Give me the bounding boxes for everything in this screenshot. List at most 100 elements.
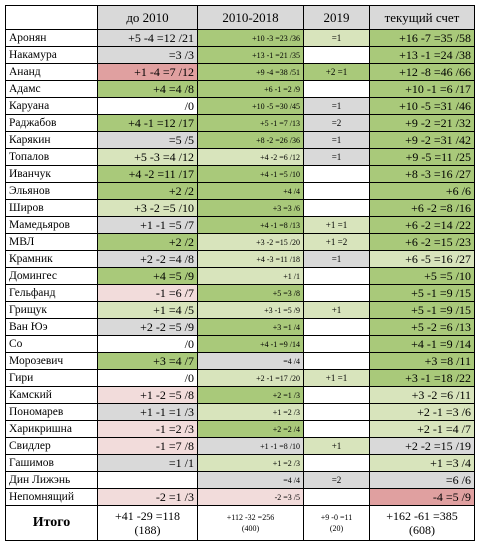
score-cell: +6 -2 =14 /22 — [369, 216, 475, 234]
score-cell: +12 -8 =46 /66 — [369, 63, 475, 81]
column-header: 2019 — [303, 5, 370, 30]
header-row: до 2010 2010-2018 2019 текущий счет — [5, 5, 475, 30]
player-row: Каруана/0 +10 -5 =30 /45 =1 +10 -5 =31 /46 — [5, 97, 475, 115]
score-cell: +2 -2 =4 /8 — [97, 250, 198, 268]
player-name: Грищук — [5, 301, 98, 319]
empty-cell — [303, 267, 370, 285]
total-label: Итого — [5, 505, 98, 541]
score-cell: =2 — [303, 114, 370, 132]
player-name: МВЛ — [5, 233, 98, 251]
score-cell: +3 =3 /6 — [197, 199, 304, 217]
player-name: Иванчук — [5, 165, 98, 183]
empty-cell — [303, 454, 370, 472]
score-cell: +1 =2 — [303, 233, 370, 251]
empty-cell — [303, 318, 370, 336]
empty-cell — [303, 420, 370, 438]
player-row: Ананд +1 -4 =7 /12 +9 -4 =38 /51 +2 =1 +12 -… — [5, 63, 475, 81]
total-count: (608) — [409, 523, 435, 537]
player-name: Морозевич — [5, 352, 98, 370]
score-cell: +6 -2 =8 /16 — [369, 199, 475, 217]
score-cell: +9 -4 =38 /51 — [197, 63, 304, 81]
score-cell: /0 — [97, 369, 198, 387]
score-cell: +1 =3 /4 — [369, 454, 475, 472]
player-row: Мамедьяров +1 -1 =5 /7 +4 -1 =8 /13 +1 =1 +6… — [5, 216, 475, 234]
score-cell: +5 -1 =7 /13 — [197, 114, 304, 132]
player-name: Свидлер — [5, 437, 98, 455]
score-cell: +13 -1 =21 /35 — [197, 46, 304, 64]
player-row: Морозевич +3 =4 /7 =4 /4 +3 =8 /11 — [5, 352, 475, 370]
score-cell: +1 -4 =7 /12 — [97, 63, 198, 81]
player-name: Камский — [5, 386, 98, 404]
score-cell: +4 =5 /9 — [97, 267, 198, 285]
score-cell: +2 -1 =3 /6 — [369, 403, 475, 421]
score-cell: +5 -4 =12 /21 — [97, 29, 198, 47]
player-row: Гельфанд -1 =6 /7 +5 =3 /8 +5 -1 =9 /15 — [5, 284, 475, 302]
score-cell: +2 =1 — [303, 63, 370, 81]
score-cell: +4 -1 =8 /13 — [197, 216, 304, 234]
score-cell: +6 -5 =16 /27 — [369, 250, 475, 268]
score-cell: +6 -2 =15 /23 — [369, 233, 475, 251]
player-name: Ван Юэ — [5, 318, 98, 336]
score-cell: +2 -2 =15 /19 — [369, 437, 475, 455]
player-name: Харикришна — [5, 420, 98, 438]
header-corner — [5, 5, 98, 30]
score-cell: +1 =1 — [303, 216, 370, 234]
score-cell: +4 -1 =12 /17 — [97, 114, 198, 132]
player-row: Широв +3 -2 =5 /10 +3 =3 /6 +6 -2 =8 /16 — [5, 199, 475, 217]
score-cell: +9 -2 =21 /32 — [369, 114, 475, 132]
score-cell: +4 -2 =11 /17 — [97, 165, 198, 183]
score-cell: +1 — [303, 437, 370, 455]
player-name: Гашимов — [5, 454, 98, 472]
player-row: Со/0 +4 -1 =9 /14 +4 -1 =9 /14 — [5, 335, 475, 353]
score-cell: +3 -1 =5 /9 — [197, 301, 304, 319]
score-cell: +4 -2 =6 /12 — [197, 148, 304, 166]
score-table: до 2010 2010-2018 2019 текущий счет Аронян +… — [5, 5, 475, 541]
player-name: Каруана — [5, 97, 98, 115]
column-header: 2010-2018 — [197, 5, 304, 30]
player-row: Свидлер -1 =7 /8 +1 -1 =8 /10 +1 +2 -2 =15 /… — [5, 437, 475, 455]
player-row: Грищук +1 =4 /5 +3 -1 =5 /9 +1 +5 -1 =9 /15 — [5, 301, 475, 319]
score-cell: +6 /6 — [369, 182, 475, 200]
total-score: +41 -29 =118 — [114, 509, 181, 523]
player-name: Эльянов — [5, 182, 98, 200]
empty-cell — [303, 352, 370, 370]
empty-cell — [303, 46, 370, 64]
player-row: Непомнящий -2 =1 /3 -2 =3 /5 -4 =5 /9 — [5, 488, 475, 506]
player-row: Эльянов +2 /2 +4 /4 +6 /6 — [5, 182, 475, 200]
player-row: МВЛ +2 /2 +3 -2 =15 /20 +1 =2 +6 -2 =15 /23 — [5, 233, 475, 251]
score-cell: +9 -5 =11 /25 — [369, 148, 475, 166]
score-cell: +1 =4 /5 — [97, 301, 198, 319]
score-cell: =4 /4 — [197, 471, 304, 489]
score-cell: =1 — [303, 97, 370, 115]
score-cell: +1 =2 /3 — [197, 403, 304, 421]
score-cell: +2 -1 =4 /7 — [369, 420, 475, 438]
player-name: Гельфанд — [5, 284, 98, 302]
table-body: Аронян +5 -4 =12 /21 +10 -3 =23 /36 =1 +16 -… — [5, 29, 475, 541]
score-cell: -2 =1 /3 — [97, 488, 198, 506]
score-cell: =1 — [303, 148, 370, 166]
player-name: Гири — [5, 369, 98, 387]
player-name: Непомнящий — [5, 488, 98, 506]
player-row: Ван Юэ +2 -2 =5 /9 +3 =1 /4 +5 -2 =6 /13 — [5, 318, 475, 336]
total-cell: +112 -32 =256 (400) — [197, 505, 304, 541]
player-name: Топалов — [5, 148, 98, 166]
score-cell: +2 /2 — [97, 182, 198, 200]
score-cell: +3 -2 =15 /20 — [197, 233, 304, 251]
player-row: Накамура =3 /3 +13 -1 =21 /35 +13 -1 =24 /3… — [5, 46, 475, 64]
score-cell: -4 =5 /9 — [369, 488, 475, 506]
score-cell: =2 — [303, 471, 370, 489]
player-name: Ананд — [5, 63, 98, 81]
player-row: Харикришна -1 =2 /3 +2 =2 /4 +2 -1 =4 /7 — [5, 420, 475, 438]
score-cell: +2 =1 /3 — [197, 386, 304, 404]
player-name: Домингес — [5, 267, 98, 285]
score-cell: +5 -2 =6 /13 — [369, 318, 475, 336]
total-count: (20) — [329, 524, 344, 533]
player-row: Гири/0 +2 -1 =17 /20 +1 =1 +3 -1 =18 /22 — [5, 369, 475, 387]
score-cell: +8 -3 =16 /27 — [369, 165, 475, 183]
score-cell: +1 -1 =1 /3 — [97, 403, 198, 421]
score-cell: +4 /4 — [197, 182, 304, 200]
score-cell: =1 — [303, 250, 370, 268]
player-name: Мамедьяров — [5, 216, 98, 234]
empty-cell — [303, 488, 370, 506]
player-name: Дин Лижэнь — [5, 471, 98, 489]
